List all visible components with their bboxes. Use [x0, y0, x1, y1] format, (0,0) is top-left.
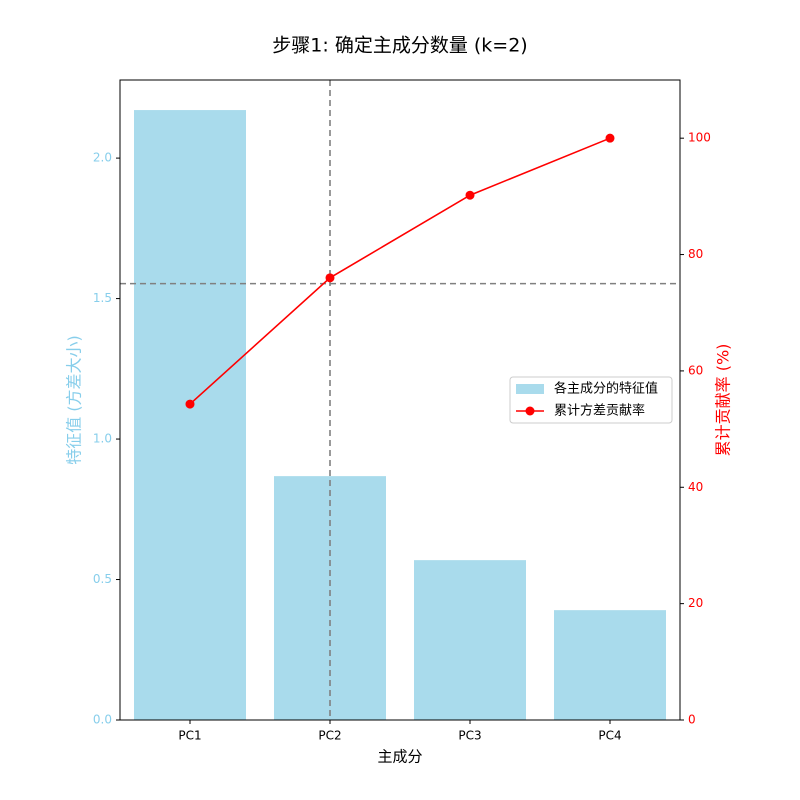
y2-tick-label: 80 [688, 247, 703, 261]
legend-swatch [516, 384, 544, 394]
y-tick-label: 0.0 [93, 713, 112, 727]
bar [414, 560, 526, 720]
y2-tick-label: 100 [688, 131, 711, 145]
y-tick-label: 1.5 [93, 291, 112, 305]
x-tick-label: PC1 [178, 729, 201, 743]
line-marker [605, 133, 615, 143]
legend-box [509, 376, 673, 424]
y2-tick-label: 0 [688, 713, 696, 727]
legend-label: 各主成分的特征值 [554, 381, 658, 397]
x-tick-label: PC4 [598, 729, 621, 743]
y2-tick-label: 20 [688, 596, 703, 610]
bar [554, 610, 666, 720]
y2-axis-label: 累计贡献率 (%) [714, 344, 733, 457]
legend-label: 累计方差贡献率 [554, 403, 645, 419]
y-tick-label: 2.0 [93, 151, 112, 165]
y-tick-label: 1.0 [93, 432, 112, 446]
plot-frame [119, 79, 681, 721]
bar [274, 476, 386, 720]
line-series [189, 137, 611, 405]
line-marker [465, 190, 475, 200]
legend-swatch-marker [525, 406, 535, 416]
y2-tick-label: 40 [688, 480, 703, 494]
y2-tick-label: 60 [688, 363, 703, 377]
line-marker [325, 273, 335, 283]
y-axis-label: 特征值 (方差大小) [65, 335, 84, 465]
y-tick-label: 0.5 [93, 572, 112, 586]
bar [134, 110, 246, 720]
x-tick-label: PC3 [458, 729, 481, 743]
chart-title: 步骤1: 确定主成分数量 (k=2) [272, 35, 527, 57]
x-axis-label: 主成分 [377, 748, 422, 766]
x-tick-label: PC2 [318, 729, 341, 743]
line-marker [185, 399, 195, 409]
